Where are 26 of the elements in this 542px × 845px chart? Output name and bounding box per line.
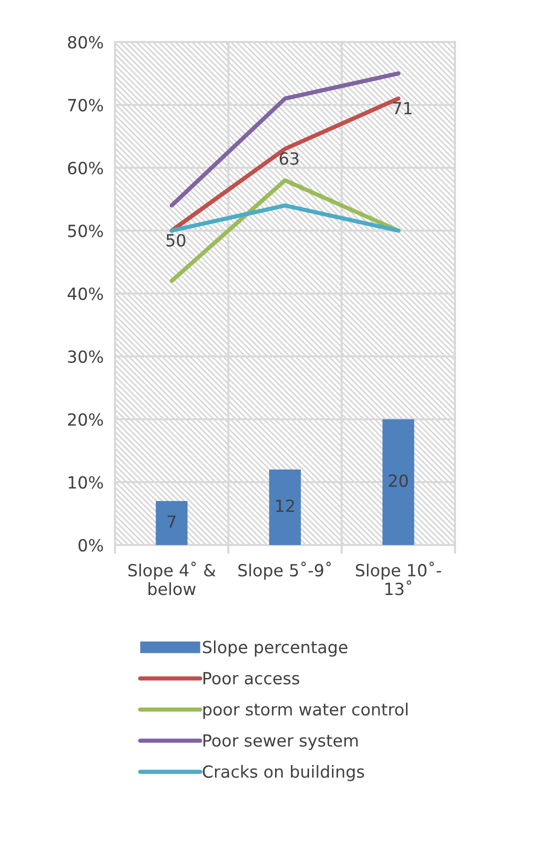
y-tick-label: 70% [68, 98, 103, 112]
data-label: 12 [276, 500, 294, 512]
data-label: 7 [168, 515, 176, 528]
y-tick-label: 40% [68, 287, 103, 300]
bar [269, 470, 301, 545]
bar [382, 419, 414, 545]
data-label: 71 [393, 102, 412, 114]
y-tick-label: 20% [68, 413, 103, 426]
y-tick-label: 50% [68, 224, 103, 238]
x-tick-label: Slope 10˚- 13˚ [356, 562, 442, 596]
y-tick-label: 10% [68, 476, 103, 489]
legend-label: Poor access [204, 672, 300, 685]
y-tick-label: 80% [68, 36, 103, 49]
data-label: 63 [280, 152, 298, 165]
x-tick-label: Slope 4˚ & below [128, 562, 216, 596]
legend-label: poor storm water control [203, 702, 408, 719]
bar [156, 500, 188, 545]
legend-label: Slope percentage [202, 640, 348, 657]
legend-label: Poor sewer system [204, 734, 358, 750]
legend-label: Cracks on buildings [202, 765, 364, 782]
y-tick-label: 0% [78, 538, 103, 552]
y-tick-label: 60% [68, 162, 103, 174]
y-tick-label: 30% [68, 350, 103, 363]
x-tick-label: Slope 5˚-9˚ [238, 562, 331, 580]
data-label: 20 [388, 474, 408, 487]
data-label: 50 [166, 234, 186, 247]
